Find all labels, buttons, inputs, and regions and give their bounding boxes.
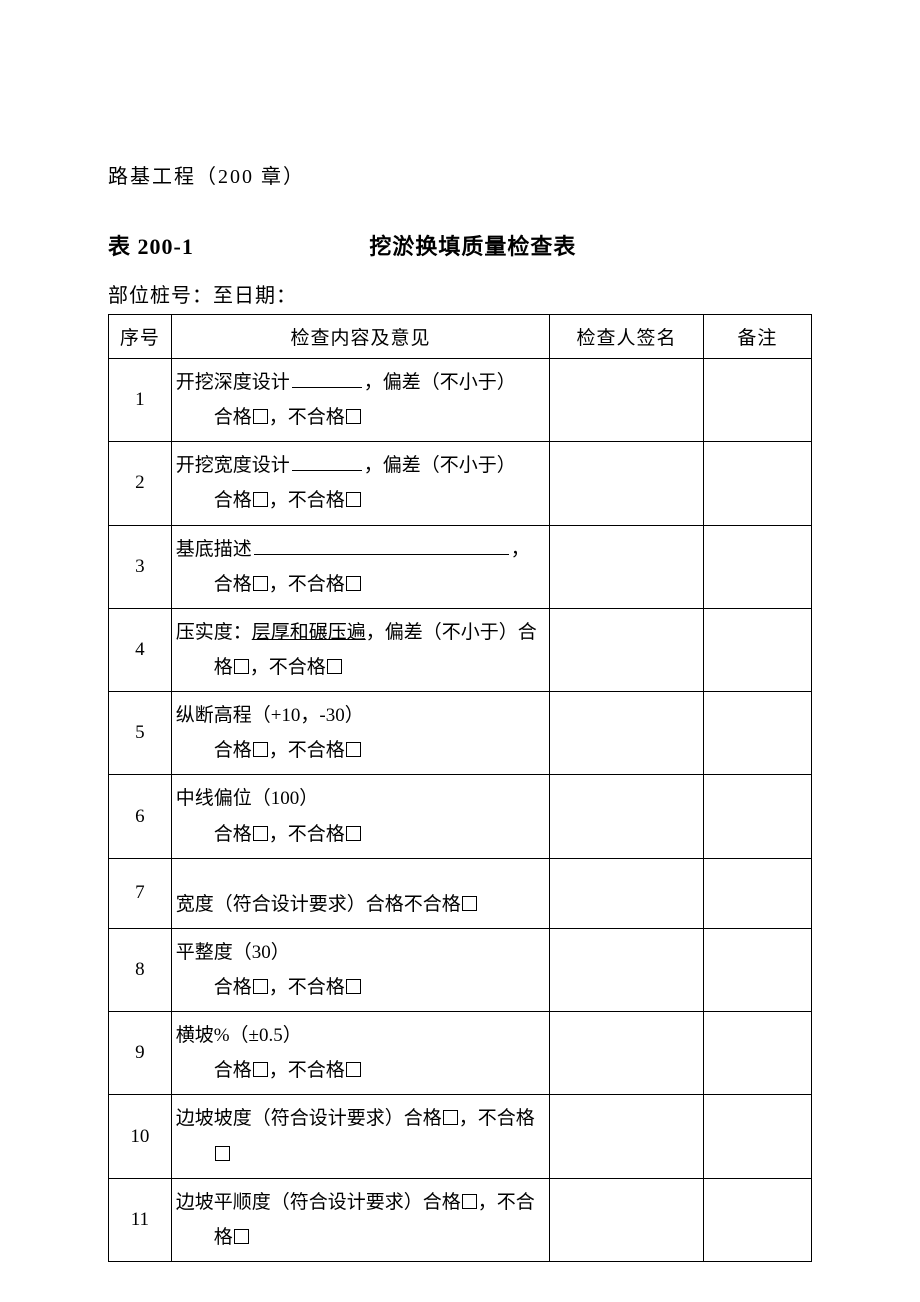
checkbox-icon: [234, 659, 249, 674]
cell-content: 中线偏位（100）合格，不合格: [171, 775, 550, 858]
table-row: 5纵断高程（+10，-30）合格，不合格: [109, 692, 812, 775]
table-row: 3基底描述，合格，不合格: [109, 525, 812, 608]
table-row: 9横坡%（±0.5）合格，不合格: [109, 1012, 812, 1095]
table-row: 7宽度（符合设计要求）合格不合格: [109, 858, 812, 928]
cell-seq: 11: [109, 1178, 172, 1261]
checkbox-icon: [327, 659, 342, 674]
table-row: 8平整度（30）合格，不合格: [109, 928, 812, 1011]
checkbox-icon: [346, 742, 361, 757]
cell-signer: [550, 1178, 704, 1261]
cell-seq: 6: [109, 775, 172, 858]
checkbox-icon: [253, 742, 268, 757]
cell-remark: [703, 525, 811, 608]
checkbox-icon: [253, 1062, 268, 1077]
table-row: 4压实度：层厚和碾压遍，偏差（不小于）合格，不合格: [109, 608, 812, 691]
cell-seq: 3: [109, 525, 172, 608]
blank-line: [254, 554, 509, 555]
inspection-table: 序号 检查内容及意见 检查人签名 备注 1开挖深度设计，偏差（不小于）合格，不合…: [108, 314, 812, 1262]
cell-signer: [550, 858, 704, 928]
meta-line: 部位桩号：至日期：: [108, 279, 812, 308]
col-seq: 序号: [109, 315, 172, 359]
table-row: 10边坡坡度（符合设计要求）合格，不合格: [109, 1095, 812, 1178]
checkbox-icon: [253, 826, 268, 841]
cell-signer: [550, 692, 704, 775]
chapter-heading: 路基工程（200 章）: [108, 160, 812, 189]
cell-signer: [550, 1012, 704, 1095]
cell-signer: [550, 525, 704, 608]
title-row: 表 200-1 挖淤换填质量检查表: [108, 229, 812, 261]
cell-remark: [703, 442, 811, 525]
cell-remark: [703, 928, 811, 1011]
table-row: 11边坡平顺度（符合设计要求）合格，不合格: [109, 1178, 812, 1261]
col-content: 检查内容及意见: [171, 315, 550, 359]
cell-seq: 9: [109, 1012, 172, 1095]
checkbox-icon: [215, 1146, 230, 1161]
cell-content: 横坡%（±0.5）合格，不合格: [171, 1012, 550, 1095]
blank-line: [292, 387, 362, 388]
checkbox-icon: [462, 1194, 477, 1209]
checkbox-icon: [253, 979, 268, 994]
table-row: 2开挖宽度设计，偏差（不小于）合格，不合格: [109, 442, 812, 525]
cell-signer: [550, 1095, 704, 1178]
checkbox-icon: [253, 409, 268, 424]
table-row: 1开挖深度设计，偏差（不小于）合格，不合格: [109, 359, 812, 442]
checkbox-icon: [346, 1062, 361, 1077]
checkbox-icon: [346, 979, 361, 994]
cell-signer: [550, 442, 704, 525]
cell-content: 边坡坡度（符合设计要求）合格，不合格: [171, 1095, 550, 1178]
checkbox-icon: [346, 576, 361, 591]
table-title: 挖淤换填质量检查表: [134, 229, 812, 261]
checkbox-icon: [346, 826, 361, 841]
cell-seq: 5: [109, 692, 172, 775]
cell-remark: [703, 858, 811, 928]
cell-remark: [703, 775, 811, 858]
cell-remark: [703, 692, 811, 775]
blank-line: [292, 470, 362, 471]
cell-seq: 4: [109, 608, 172, 691]
cell-signer: [550, 608, 704, 691]
checkbox-icon: [346, 409, 361, 424]
col-signer: 检查人签名: [550, 315, 704, 359]
cell-remark: [703, 1012, 811, 1095]
document-page: 路基工程（200 章） 表 200-1 挖淤换填质量检查表 部位桩号：至日期： …: [0, 0, 920, 1262]
table-header-row: 序号 检查内容及意见 检查人签名 备注: [109, 315, 812, 359]
cell-content: 宽度（符合设计要求）合格不合格: [171, 858, 550, 928]
checkbox-icon: [346, 492, 361, 507]
cell-content: 压实度：层厚和碾压遍，偏差（不小于）合格，不合格: [171, 608, 550, 691]
cell-signer: [550, 928, 704, 1011]
checkbox-icon: [253, 576, 268, 591]
cell-content: 开挖深度设计，偏差（不小于）合格，不合格: [171, 359, 550, 442]
cell-remark: [703, 1178, 811, 1261]
cell-seq: 2: [109, 442, 172, 525]
table-row: 6中线偏位（100）合格，不合格: [109, 775, 812, 858]
cell-content: 纵断高程（+10，-30）合格，不合格: [171, 692, 550, 775]
cell-seq: 8: [109, 928, 172, 1011]
cell-remark: [703, 1095, 811, 1178]
checkbox-icon: [253, 492, 268, 507]
cell-signer: [550, 775, 704, 858]
cell-content: 基底描述，合格，不合格: [171, 525, 550, 608]
cell-content: 开挖宽度设计，偏差（不小于）合格，不合格: [171, 442, 550, 525]
checkbox-icon: [234, 1229, 249, 1244]
checkbox-icon: [462, 896, 477, 911]
cell-content: 平整度（30）合格，不合格: [171, 928, 550, 1011]
cell-remark: [703, 608, 811, 691]
cell-content: 边坡平顺度（符合设计要求）合格，不合格: [171, 1178, 550, 1261]
cell-seq: 1: [109, 359, 172, 442]
checkbox-icon: [443, 1110, 458, 1125]
cell-remark: [703, 359, 811, 442]
col-remark: 备注: [703, 315, 811, 359]
cell-seq: 10: [109, 1095, 172, 1178]
cell-seq: 7: [109, 858, 172, 928]
cell-signer: [550, 359, 704, 442]
